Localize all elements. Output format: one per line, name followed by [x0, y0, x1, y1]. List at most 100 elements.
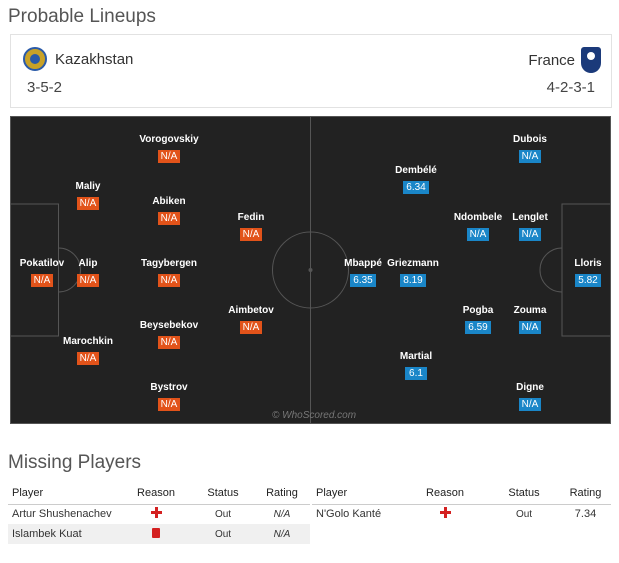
- player-rating: N/A: [518, 150, 542, 163]
- player-rating: N/A: [239, 228, 263, 241]
- player-rating: N/A: [157, 398, 181, 411]
- player-marochkin[interactable]: Marochkin N/A: [43, 335, 133, 366]
- table-header-row: Player Reason Status Rating: [8, 482, 310, 505]
- player-name: Tagybergen: [141, 258, 197, 269]
- player-rating: N/A: [76, 197, 100, 210]
- reason-cell: [402, 504, 488, 524]
- player-fedin[interactable]: Fedin N/A: [206, 211, 296, 242]
- player-dubois[interactable]: Dubois N/A: [485, 133, 575, 164]
- away-team[interactable]: France: [528, 47, 601, 73]
- player-bystrov[interactable]: Bystrov N/A: [124, 381, 214, 412]
- header-reason: Reason: [402, 482, 488, 505]
- header-rating: Rating: [254, 482, 310, 505]
- rating-cell: N/A: [254, 524, 310, 544]
- reason-cell: [120, 524, 192, 544]
- home-team-name[interactable]: Kazakhstan: [55, 50, 134, 68]
- player-abiken[interactable]: Abiken N/A: [124, 195, 214, 226]
- player-lenglet[interactable]: Lenglet N/A: [485, 211, 575, 242]
- player-rating: 8.19: [400, 274, 426, 287]
- missing-player-name[interactable]: Islambek Kuat: [8, 524, 120, 544]
- player-name: Martial: [399, 351, 433, 362]
- status-cell: Out: [214, 508, 232, 520]
- player-name: Griezmann: [387, 258, 439, 269]
- player-rating: 6.59: [465, 321, 491, 334]
- player-name: Ndombele: [453, 212, 503, 223]
- header-status: Status: [488, 482, 560, 505]
- player-name: Marochkin: [62, 336, 113, 347]
- player-rating: N/A: [466, 228, 490, 241]
- player-rating: N/A: [157, 212, 181, 225]
- header-status: Status: [192, 482, 254, 505]
- player-rating: N/A: [518, 321, 542, 334]
- player-name: Aimbetov: [228, 305, 274, 316]
- table-row: N'Golo Kanté Out 7.34: [312, 504, 611, 524]
- player-mbappe[interactable]: Mbappé 6.35: [318, 257, 408, 288]
- player-rating: N/A: [30, 274, 54, 287]
- header-rating: Rating: [560, 482, 611, 505]
- table-row: Islambek Kuat Out N/A: [8, 524, 310, 544]
- missing-players-away-table: Player Reason Status Rating N'Golo Kanté…: [312, 482, 611, 524]
- france-crest-icon: [581, 47, 601, 73]
- player-name: Dembélé: [395, 165, 437, 176]
- player-lloris[interactable]: Lloris 5.82: [543, 257, 611, 288]
- player-name: Pogba: [462, 305, 494, 316]
- player-name: Digne: [516, 382, 544, 393]
- kazakhstan-crest-icon: [23, 47, 47, 71]
- player-name: Abiken: [152, 196, 186, 207]
- header-player: Player: [312, 482, 402, 505]
- away-team-name[interactable]: France: [528, 51, 575, 69]
- player-rating: 6.35: [350, 274, 376, 287]
- pitch-markings: [10, 116, 611, 424]
- player-tagybergen[interactable]: Tagybergen N/A: [124, 257, 214, 288]
- player-pokatilov[interactable]: Pokatilov N/A: [10, 257, 87, 288]
- red-card-icon: [152, 527, 160, 538]
- player-martial[interactable]: Martial 6.1: [371, 350, 461, 381]
- player-vorogovskiy[interactable]: Vorogovskiy N/A: [124, 133, 214, 164]
- rating-cell: N/A: [273, 508, 291, 520]
- watermark: © WhoScored.com: [272, 410, 357, 421]
- status-cell: Out: [192, 524, 254, 544]
- player-aimbetov[interactable]: Aimbetov N/A: [206, 304, 296, 335]
- player-alip[interactable]: Alip N/A: [43, 257, 133, 288]
- header-reason: Reason: [120, 482, 192, 505]
- missing-player-name[interactable]: N'Golo Kanté: [316, 508, 382, 521]
- player-ndombele[interactable]: Ndombele N/A: [433, 211, 523, 242]
- missing-players-home-table: Player Reason Status Rating Artur Shushe…: [8, 482, 310, 544]
- player-zouma[interactable]: Zouma N/A: [485, 304, 575, 335]
- player-name: Dubois: [513, 134, 547, 145]
- table-row: Artur Shushenachev Out N/A: [8, 504, 310, 524]
- player-name: Beysebekov: [139, 320, 199, 331]
- player-maliy[interactable]: Maliy N/A: [43, 180, 133, 211]
- player-name: Zouma: [513, 305, 547, 316]
- reason-cell: [120, 504, 192, 524]
- player-name: Bystrov: [150, 382, 188, 393]
- player-name: Vorogovskiy: [139, 134, 199, 145]
- player-pogba[interactable]: Pogba 6.59: [433, 304, 523, 335]
- player-rating: N/A: [76, 274, 100, 287]
- player-rating: N/A: [518, 398, 542, 411]
- player-name: Alip: [78, 258, 98, 269]
- player-rating: N/A: [157, 336, 181, 349]
- player-rating: N/A: [518, 228, 542, 241]
- player-rating: 5.82: [575, 274, 601, 287]
- player-name: Lloris: [574, 258, 602, 269]
- player-name: Lenglet: [512, 212, 548, 223]
- player-beysebekov[interactable]: Beysebekov N/A: [124, 319, 214, 350]
- player-dembele[interactable]: Dembélé 6.34: [371, 164, 461, 195]
- header-player: Player: [8, 482, 120, 505]
- status-cell: Out: [515, 508, 533, 520]
- player-rating: N/A: [76, 352, 100, 365]
- player-rating: 6.1: [405, 367, 427, 380]
- home-formation: 3-5-2: [27, 79, 63, 96]
- missing-players-title: Missing Players: [8, 452, 142, 473]
- missing-player-name[interactable]: Artur Shushenachev: [12, 508, 112, 521]
- player-rating: N/A: [157, 274, 181, 287]
- player-name: Pokatilov: [19, 258, 65, 269]
- injury-icon: [150, 507, 162, 519]
- home-team[interactable]: Kazakhstan: [23, 47, 133, 71]
- player-griezmann[interactable]: Griezmann 8.19: [368, 257, 458, 288]
- away-formation: 4-2-3-1: [546, 79, 595, 96]
- player-rating: N/A: [239, 321, 263, 334]
- player-name: Mbappé: [344, 258, 382, 269]
- player-digne[interactable]: Digne N/A: [485, 381, 575, 412]
